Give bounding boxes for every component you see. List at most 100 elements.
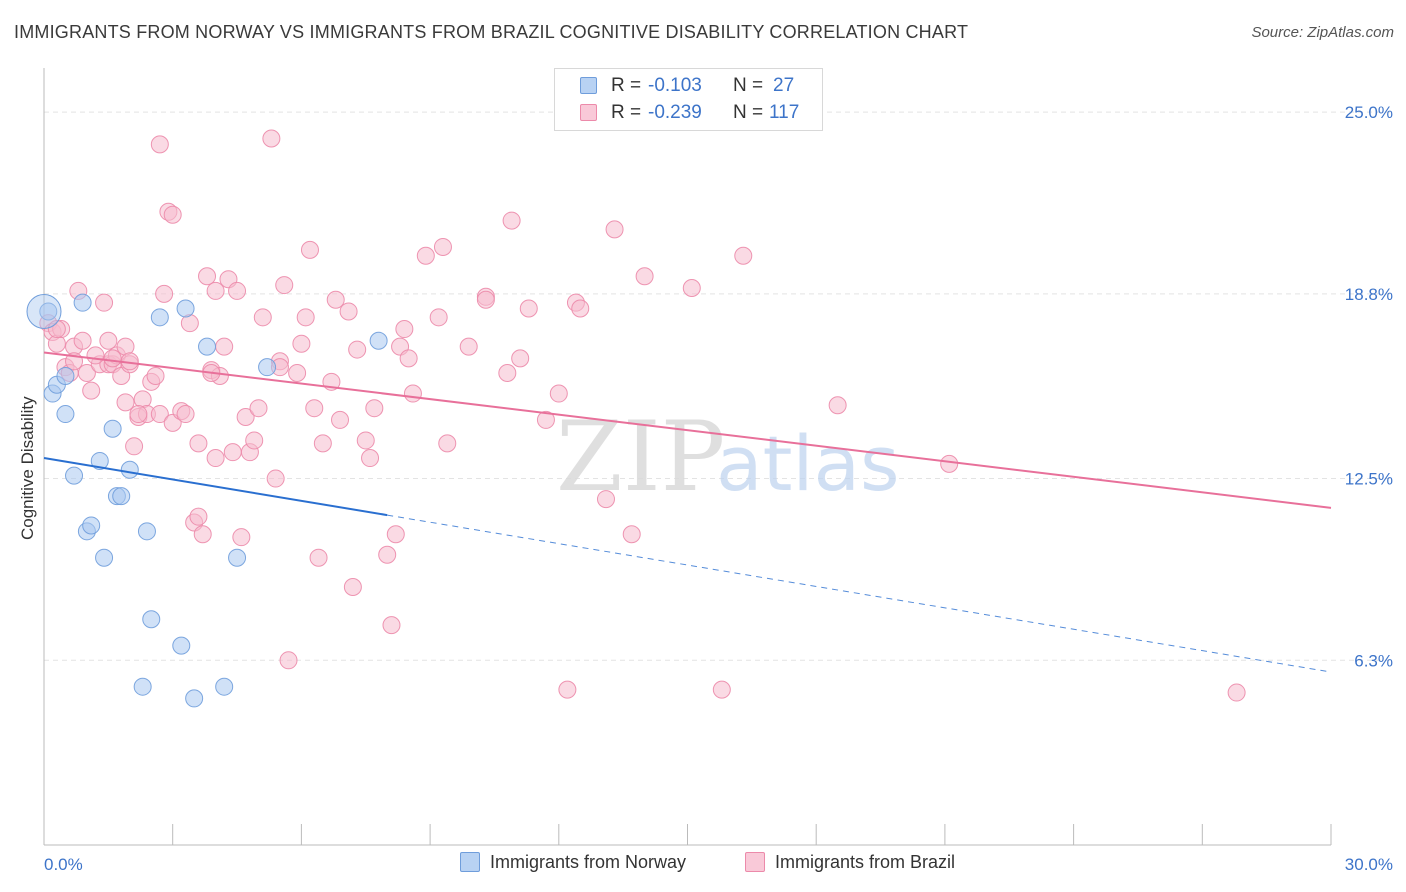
brazil-point	[305, 399, 324, 418]
brazil-point	[734, 246, 753, 265]
brazil-point	[511, 349, 530, 368]
brazil-point	[433, 237, 452, 256]
brazil-point	[300, 240, 319, 259]
brazil-point	[549, 384, 568, 403]
brazil-point	[116, 393, 135, 412]
norway-point	[198, 337, 217, 356]
brazil-point	[356, 431, 375, 450]
trend-lines	[43, 351, 1332, 673]
brazil-point	[245, 431, 264, 450]
brazil-point	[940, 454, 959, 473]
brazil-point	[416, 246, 435, 265]
norway-point	[185, 689, 204, 708]
brazil-point	[129, 405, 148, 424]
y-axis-label: Cognitive Disability	[18, 396, 37, 540]
brazil-point	[378, 545, 397, 564]
brazil-point	[596, 490, 615, 509]
y-tick-label: 25.0%	[1345, 103, 1393, 122]
norway-trend-line	[43, 457, 388, 517]
brazil-point	[348, 340, 367, 359]
bottom-legend-brazil: Immigrants from Brazil	[745, 852, 955, 876]
legend-n-value: 27	[773, 75, 795, 96]
brazil-point	[86, 346, 105, 365]
brazil-point	[146, 366, 165, 385]
brazil-swatch	[580, 104, 597, 121]
norway-point	[56, 366, 75, 385]
norway-point	[82, 516, 101, 535]
brazil-point	[1227, 683, 1246, 702]
legend-row-brazil: R = -0.239 N = 117	[555, 100, 822, 126]
norway-point	[120, 460, 139, 479]
brazil-point	[331, 410, 350, 429]
chart-title: IMMIGRANTS FROM NORWAY VS IMMIGRANTS FRO…	[14, 22, 969, 42]
brazil-point	[232, 528, 251, 547]
legend-r-label: R =	[611, 75, 642, 96]
brazil-legend-label: Immigrants from Brazil	[775, 852, 956, 872]
brazil-point	[635, 267, 654, 286]
norway-point	[369, 331, 388, 350]
brazil-point	[215, 337, 234, 356]
brazil-point	[536, 410, 555, 429]
grid-lines	[44, 111, 1392, 661]
brazil-point	[82, 381, 101, 400]
tick-labels: 6.3% 12.5% 18.8% 25.0% 0.0% 30.0%	[44, 103, 1393, 874]
norway-point	[258, 358, 277, 377]
norway-point	[73, 293, 92, 312]
norway-point	[56, 405, 75, 424]
brazil-point	[395, 320, 414, 339]
brazil-point	[292, 334, 311, 353]
norway-point	[103, 419, 122, 438]
norway-point	[176, 299, 195, 318]
brazil-point	[288, 364, 307, 383]
legend-r-value: -0.239	[648, 102, 702, 123]
norway-point	[90, 451, 109, 470]
legend-row-norway: R = -0.103 N = 27	[555, 73, 822, 99]
norway-point	[142, 610, 161, 629]
brazil-point	[47, 320, 66, 339]
brazil-point	[103, 349, 122, 368]
watermark-atlas: atlas	[716, 419, 900, 508]
brazil-point	[605, 220, 624, 239]
brazil-point	[361, 449, 380, 468]
legend-r-label: R =	[611, 102, 642, 123]
brazil-point	[150, 135, 169, 154]
norway-point	[228, 548, 247, 567]
brazil-point	[313, 434, 332, 453]
brazil-point	[266, 469, 285, 488]
watermark-zip: ZIP	[556, 401, 725, 513]
axes	[43, 68, 1332, 846]
brazil-point	[176, 405, 195, 424]
norway-legend-label: Immigrants from Norway	[490, 852, 687, 872]
brazil-point	[399, 349, 418, 368]
brazil-point	[189, 434, 208, 453]
brazil-point	[622, 525, 641, 544]
brazil-point	[429, 308, 448, 327]
brazil-point	[249, 399, 268, 418]
brazil-point	[206, 281, 225, 300]
brazil-point	[309, 548, 328, 567]
brazil-point	[262, 129, 281, 148]
brazil-point	[206, 449, 225, 468]
brazil-point	[459, 337, 478, 356]
brazil-point	[712, 680, 731, 699]
legend-r-value: -0.103	[648, 75, 702, 96]
legend-n-label: N =	[733, 102, 764, 123]
norway-point	[39, 302, 58, 321]
y-tick-label: 6.3%	[1354, 651, 1393, 670]
brazil-point	[386, 525, 405, 544]
brazil-point	[403, 384, 422, 403]
brazil-point	[382, 616, 401, 635]
y-tick-label: 12.5%	[1345, 470, 1393, 489]
brazil-point	[339, 302, 358, 321]
norway-point	[150, 308, 169, 327]
brazil-point	[502, 211, 521, 230]
brazil-point	[682, 279, 701, 298]
y-tick-label: 18.8%	[1345, 285, 1393, 304]
brazil-point	[571, 299, 590, 318]
brazil-point	[828, 396, 847, 415]
norway-point-large	[26, 293, 62, 329]
brazil-point	[498, 364, 517, 383]
norway-swatch	[580, 77, 597, 94]
stats-legend: R = -0.103 N = 27 R = -0.239 N = 117	[554, 68, 823, 131]
